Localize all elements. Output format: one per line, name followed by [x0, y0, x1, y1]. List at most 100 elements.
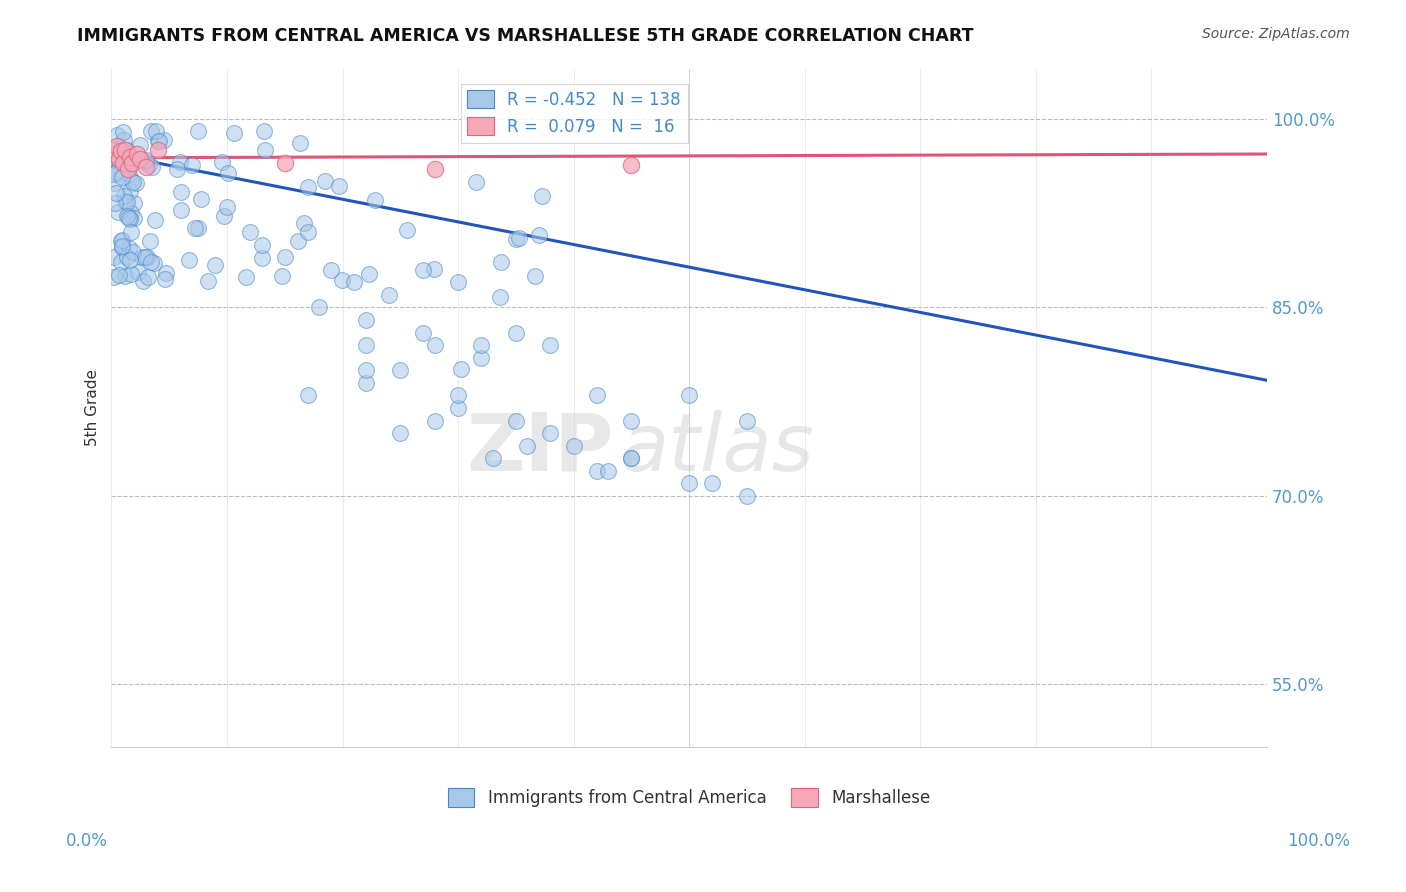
Point: [678, 388, 700, 402]
Point: [114, 269, 136, 284]
Point: [114, 157, 136, 171]
Point: [107, 205, 129, 219]
Point: [562, 439, 585, 453]
Point: [120, 184, 142, 198]
Point: [112, 188, 135, 202]
Text: 100.0%: 100.0%: [1288, 831, 1350, 849]
Point: [412, 326, 434, 340]
Point: [389, 426, 412, 441]
Point: [364, 194, 387, 208]
Point: [620, 451, 643, 466]
Point: [148, 135, 170, 149]
Point: [211, 155, 233, 169]
Point: [357, 267, 380, 281]
Point: [297, 179, 319, 194]
Point: [389, 363, 412, 377]
Point: [108, 152, 131, 166]
Point: [328, 179, 350, 194]
Point: [110, 145, 132, 159]
Y-axis label: 5th Grade: 5th Grade: [86, 369, 100, 446]
Point: [508, 231, 530, 245]
Point: [103, 269, 125, 284]
Point: [308, 301, 330, 315]
Point: [177, 253, 200, 268]
Point: [108, 268, 131, 283]
Point: [134, 154, 156, 169]
Point: [104, 165, 127, 179]
Point: [117, 250, 139, 264]
Point: [314, 174, 336, 188]
Point: [274, 156, 297, 170]
Point: [107, 155, 129, 169]
Point: [132, 274, 155, 288]
Point: [118, 149, 141, 163]
Point: [190, 192, 212, 206]
Point: [505, 232, 527, 246]
Point: [103, 176, 125, 190]
Point: [354, 338, 377, 352]
Point: [121, 152, 143, 166]
Point: [120, 173, 142, 187]
Point: [204, 258, 226, 272]
Point: [118, 241, 141, 255]
Point: [129, 152, 152, 166]
Point: [212, 210, 235, 224]
Point: [464, 175, 486, 189]
Point: [170, 185, 193, 199]
Point: [104, 147, 127, 161]
Point: [412, 262, 434, 277]
Point: [117, 208, 139, 222]
Point: [103, 147, 125, 161]
Point: [253, 144, 276, 158]
Point: [103, 250, 125, 264]
Point: [134, 251, 156, 265]
Point: [481, 451, 503, 466]
Point: [735, 413, 758, 427]
Point: [139, 234, 162, 248]
Point: [330, 273, 353, 287]
Point: [131, 250, 153, 264]
Point: [138, 158, 160, 172]
Point: [122, 196, 145, 211]
Point: [290, 136, 312, 150]
Point: [215, 200, 238, 214]
Point: [170, 203, 193, 218]
Point: [148, 134, 170, 148]
Point: [180, 158, 202, 172]
Point: [135, 153, 157, 168]
Point: [531, 189, 554, 203]
Point: [470, 351, 492, 365]
Point: [292, 216, 315, 230]
Point: [470, 338, 492, 352]
Point: [121, 156, 143, 170]
Point: [121, 205, 143, 219]
Point: [250, 251, 273, 265]
Point: [105, 139, 128, 153]
Point: [111, 156, 134, 170]
Point: [270, 269, 292, 284]
Point: [620, 451, 643, 466]
Point: [585, 388, 607, 402]
Point: [104, 186, 127, 201]
Point: [103, 143, 125, 157]
Point: [111, 240, 134, 254]
Point: [274, 250, 297, 264]
Text: ZIP: ZIP: [467, 409, 614, 488]
Point: [702, 476, 724, 491]
Point: [197, 274, 219, 288]
Point: [139, 124, 162, 138]
Point: [184, 220, 207, 235]
Point: [142, 256, 165, 270]
Point: [108, 153, 131, 167]
Point: [620, 413, 643, 427]
Point: [169, 155, 191, 169]
Point: [527, 227, 550, 242]
Point: [187, 221, 209, 235]
Point: [377, 287, 399, 301]
Point: [297, 225, 319, 239]
Point: [489, 255, 512, 269]
Point: [153, 271, 176, 285]
Point: [118, 167, 141, 181]
Point: [136, 270, 159, 285]
Point: [395, 223, 418, 237]
